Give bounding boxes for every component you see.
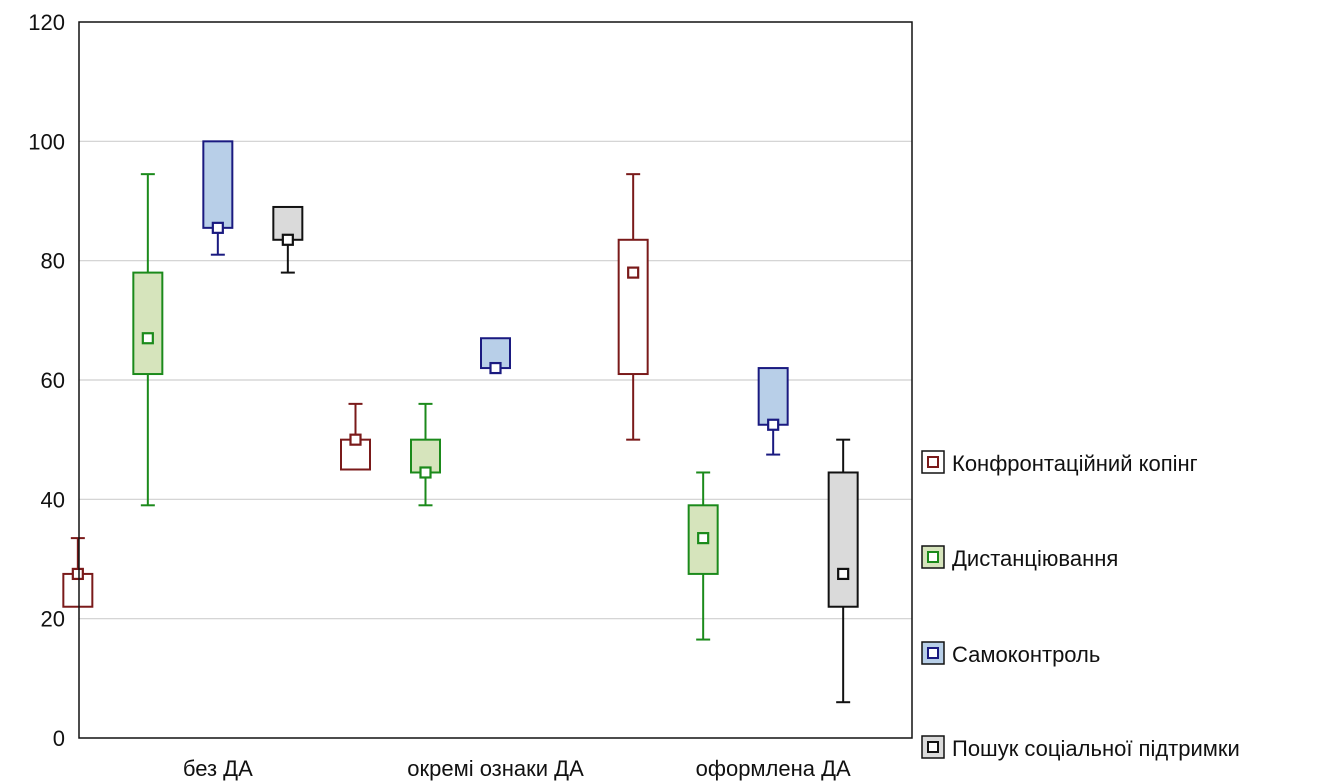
y-tick-label: 20 bbox=[41, 607, 65, 632]
box bbox=[827, 471, 859, 608]
box-plot bbox=[272, 205, 304, 274]
legend-marker bbox=[927, 456, 939, 468]
median-marker bbox=[211, 221, 224, 234]
legend-label: Конфронтаційний копінг bbox=[952, 451, 1198, 476]
median-marker bbox=[71, 567, 84, 581]
y-tick-label: 40 bbox=[41, 487, 65, 512]
median-marker bbox=[767, 418, 780, 431]
median-marker bbox=[349, 433, 362, 446]
median-marker bbox=[489, 361, 502, 375]
y-tick-label: 0 bbox=[53, 726, 65, 751]
box-plot bbox=[202, 140, 234, 256]
legend-label: Самоконтроль bbox=[952, 642, 1100, 667]
median-marker bbox=[141, 332, 154, 345]
median-marker bbox=[627, 266, 640, 279]
legend-label: Дистанціювання bbox=[952, 546, 1118, 571]
legend-item: Дистанціювання bbox=[921, 545, 1118, 571]
box bbox=[757, 367, 789, 426]
box-plot bbox=[827, 438, 859, 704]
legend-marker bbox=[927, 741, 939, 753]
box-plot bbox=[132, 173, 164, 507]
box bbox=[202, 140, 234, 229]
box bbox=[617, 238, 649, 376]
box-plot bbox=[410, 402, 441, 507]
x-tick-label: оформлена ДА bbox=[696, 756, 851, 781]
box-plot bbox=[340, 402, 371, 471]
box-plot bbox=[480, 337, 511, 375]
box-plot bbox=[617, 173, 649, 441]
plot-frame bbox=[78, 21, 913, 739]
median-marker bbox=[697, 532, 710, 545]
legend-marker bbox=[927, 551, 939, 563]
x-tick-label: окремі ознаки ДА bbox=[407, 756, 584, 781]
y-tick-label: 100 bbox=[28, 129, 65, 154]
x-tick-label: без ДА bbox=[183, 756, 253, 781]
legend-marker bbox=[927, 647, 939, 659]
y-axis: 0 20 40 60 80 100 120 bbox=[28, 10, 65, 751]
y-tick-label: 120 bbox=[28, 10, 65, 35]
legend: Конфронтаційний копінг Дистанціювання Само… bbox=[921, 450, 1240, 761]
median-marker bbox=[281, 233, 294, 246]
box bbox=[480, 337, 511, 370]
legend-item: Конфронтаційний копінг bbox=[921, 450, 1198, 476]
legend-item: Самоконтроль bbox=[921, 641, 1100, 667]
legend-label: Пошук соціальної підтримки bbox=[952, 736, 1240, 761]
plot-area bbox=[62, 140, 859, 704]
box-plot bbox=[687, 471, 719, 641]
y-tick-label: 80 bbox=[41, 249, 65, 274]
box-plot bbox=[757, 367, 789, 456]
x-axis: без ДА окремі ознаки ДА оформлена ДА bbox=[183, 756, 851, 781]
box-plot bbox=[62, 537, 94, 608]
median-marker bbox=[419, 466, 432, 479]
legend-item: Пошук соціальної підтримки bbox=[921, 735, 1240, 761]
median-marker bbox=[837, 567, 850, 581]
y-tick-label: 60 bbox=[41, 368, 65, 393]
box bbox=[132, 271, 164, 376]
